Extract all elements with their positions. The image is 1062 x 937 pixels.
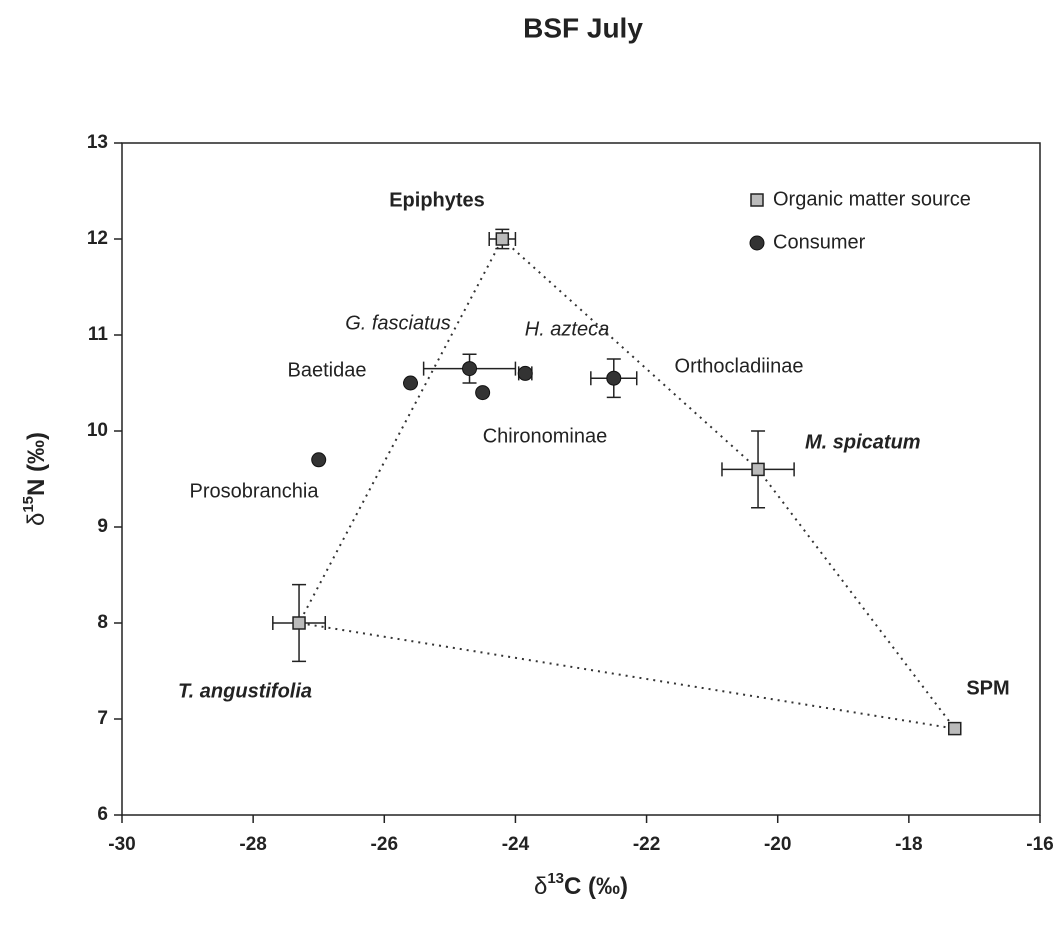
x-tick-label: -26 — [371, 834, 398, 855]
y-tick-label: 8 — [97, 612, 108, 633]
point-label: Prosobranchia — [190, 480, 320, 502]
x-axis-label: δ13C (‰) — [534, 870, 628, 900]
point-label: SPM — [966, 677, 1009, 699]
point-label: H. azteca — [525, 318, 609, 340]
x-tick-label: -28 — [239, 834, 266, 855]
source-point — [292, 616, 306, 630]
consumer-point — [475, 385, 491, 401]
chart-title: BSF July — [523, 12, 643, 43]
source-point — [495, 232, 510, 246]
legend-label: Organic matter source — [773, 188, 971, 210]
legend-marker — [749, 235, 765, 251]
y-tick-label: 11 — [88, 324, 109, 345]
point-label: Epiphytes — [389, 189, 485, 211]
consumer-point — [462, 361, 478, 377]
x-label-prefix: δ — [534, 873, 547, 900]
y-label-sup: 15 — [20, 496, 37, 513]
consumer-point — [517, 365, 533, 381]
consumer-point — [311, 452, 327, 468]
y-tick-label: 13 — [87, 132, 108, 153]
plot-frame — [121, 142, 1041, 816]
x-tick-label: -16 — [1026, 834, 1053, 855]
y-axis-label: δ15N (‰) — [20, 432, 50, 526]
x-tick-label: -20 — [764, 834, 791, 855]
point-label: Orthocladiinae — [675, 355, 804, 377]
x-label-suffix: C (‰) — [564, 873, 628, 900]
y-tick-label: 10 — [87, 420, 108, 441]
mixing-polygon — [297, 237, 958, 730]
x-tick-label: -18 — [895, 834, 922, 855]
point-label: M. spicatum — [805, 431, 921, 453]
legend-label: Consumer — [773, 231, 866, 253]
point-label: Chironominae — [483, 425, 608, 447]
source-point — [948, 721, 962, 736]
consumer-point — [606, 370, 622, 386]
point-label: Baetidae — [288, 359, 367, 381]
point-label: T. angustifolia — [178, 680, 312, 702]
y-label-suffix: N (‰) — [23, 432, 50, 496]
point-label: G. fasciatus — [345, 312, 451, 334]
x-label-sup: 13 — [547, 870, 564, 887]
y-tick-label: 9 — [97, 516, 108, 537]
consumer-point — [403, 375, 419, 391]
y-tick-label: 12 — [87, 228, 108, 249]
x-tick-label: -30 — [108, 834, 135, 855]
legend-marker — [750, 193, 764, 207]
y-label-prefix: δ — [23, 513, 50, 526]
source-point — [751, 462, 765, 477]
y-tick-label: 6 — [97, 804, 108, 825]
x-tick-label: -24 — [502, 834, 530, 855]
y-tick-label: 7 — [97, 708, 108, 729]
x-tick-label: -22 — [633, 834, 660, 855]
